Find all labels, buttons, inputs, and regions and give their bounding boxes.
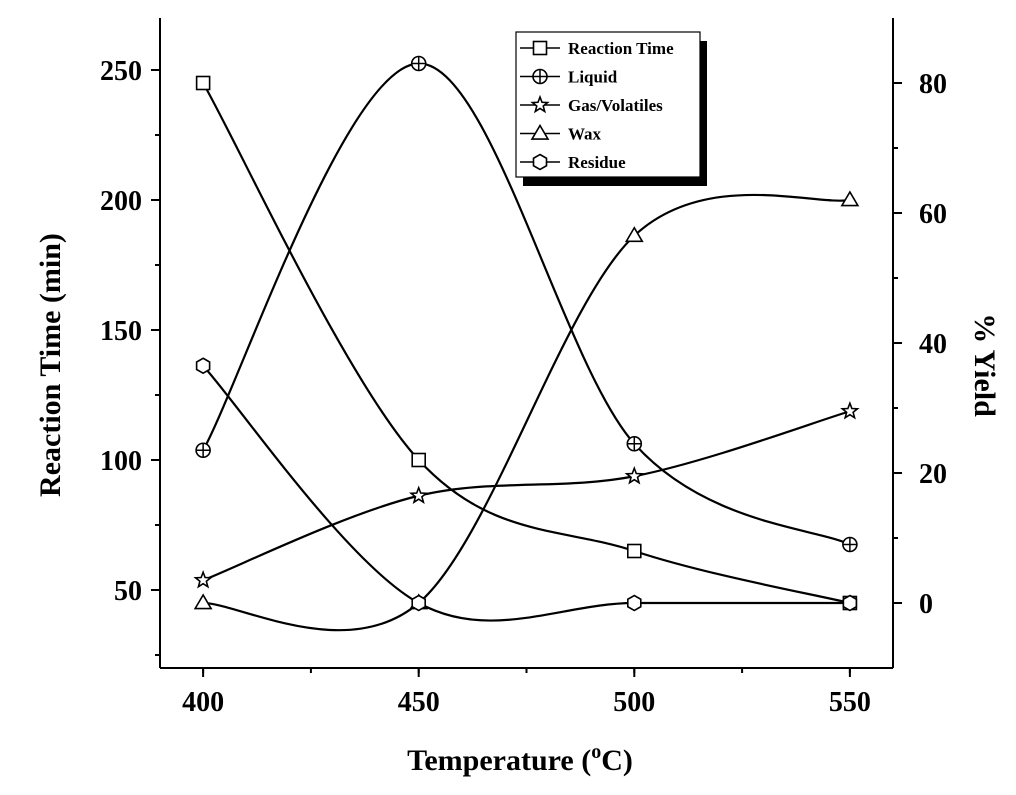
curve-liquid (202, 62, 851, 546)
point-gas-volatiles (193, 570, 213, 589)
y-axis-right-title: % Yield (968, 313, 1001, 417)
x-tick-label: 550 (829, 687, 871, 718)
point-residue (195, 357, 211, 375)
point-liquid (626, 435, 643, 452)
series-curves (202, 62, 851, 632)
legend-label-residue: Residue (568, 153, 626, 172)
legend: Reaction Time Liquid Gas/Volatiles Wax Resid… (515, 31, 707, 186)
legend-label-reaction-time: Reaction Time (568, 39, 674, 58)
point-liquid (842, 536, 858, 553)
point-wax (624, 226, 644, 243)
point-residue (626, 594, 642, 612)
y-right-tick-label: 20 (919, 459, 947, 490)
point-reaction-time (626, 543, 642, 559)
y-left-tick-label: 50 (114, 576, 142, 607)
y-left-tick-label: 200 (100, 186, 142, 217)
legend-label-liquid: Liquid (568, 68, 618, 87)
y-right-tick-label: 40 (919, 329, 947, 360)
y-axis-right: 0 20 40 60 80 (893, 69, 947, 620)
point-gas-volatiles (408, 485, 429, 505)
x-axis: 400 450 500 550 (182, 668, 871, 718)
curve-residue (202, 365, 850, 622)
legend-marker-wax (530, 123, 550, 140)
point-liquid (410, 55, 427, 72)
legend-label-wax: Wax (568, 125, 602, 144)
point-liquid (195, 442, 211, 459)
y-left-tick-label: 100 (100, 446, 142, 477)
x-tick-label: 500 (613, 687, 655, 718)
series-markers (193, 55, 860, 612)
point-wax (193, 593, 213, 610)
legend-marker-liquid (532, 68, 548, 85)
legend-marker-residue (532, 153, 548, 171)
curve-gas-volatiles (202, 410, 851, 582)
point-reaction-time (411, 452, 427, 468)
y-left-tick-label: 150 (100, 316, 142, 347)
point-reaction-time (195, 75, 211, 91)
point-wax (840, 190, 860, 207)
point-residue (842, 594, 858, 612)
curve-reaction-time (202, 82, 851, 605)
point-gas-volatiles (624, 465, 645, 485)
x-axis-title: Temperature (oC) (407, 741, 633, 777)
legend-label-gas-volatiles: Gas/Volatiles (568, 96, 663, 115)
legend-marker-reaction-time (532, 40, 548, 56)
point-residue (411, 594, 427, 612)
y-axis-left: 50 100 150 200 250 (100, 56, 160, 656)
y-right-tick-label: 0 (919, 589, 933, 620)
y-axis-left-title: Reaction Time (min) (34, 233, 67, 497)
y-right-tick-label: 80 (919, 69, 947, 100)
x-tick-label: 400 (182, 687, 224, 718)
point-gas-volatiles (840, 401, 860, 420)
y-right-tick-label: 60 (919, 199, 947, 230)
x-tick-label: 450 (398, 687, 440, 718)
curve-wax (203, 193, 851, 632)
legend-marker-gas-volatiles (530, 94, 550, 114)
y-left-tick-label: 250 (100, 56, 142, 87)
